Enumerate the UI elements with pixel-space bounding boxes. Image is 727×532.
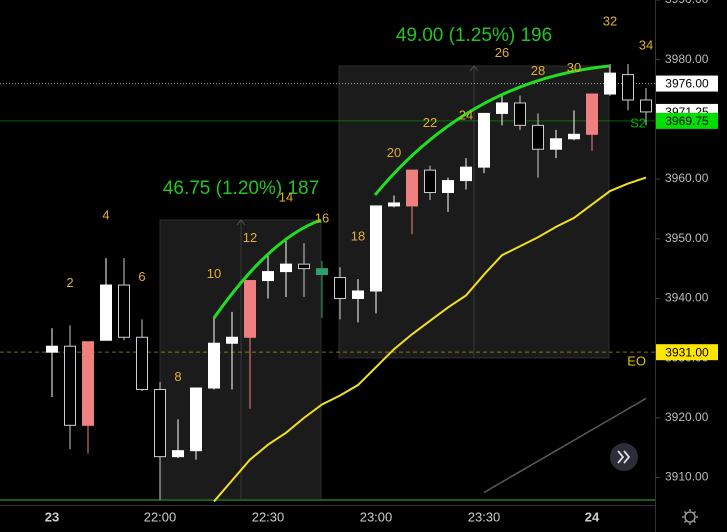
y-tick-label: 3980.00 (665, 52, 709, 66)
measure-arc (212, 218, 322, 319)
candle-body (460, 166, 472, 182)
candle-body (298, 263, 310, 270)
bar-number: 4 (102, 208, 109, 223)
candle-body (190, 387, 202, 452)
gear-icon[interactable] (684, 511, 696, 523)
axes: 3910.003920.003930.003940.003950.003960.… (45, 0, 709, 524)
bar-number: 16 (315, 211, 329, 226)
measure-arc (373, 64, 610, 196)
measure-label: 49.00 (1.25%) 196 (396, 25, 552, 46)
candle-body (352, 290, 364, 299)
price-flag-label: 3969.75 (665, 114, 709, 128)
bar-number: 28 (531, 63, 545, 78)
candle-body (604, 72, 616, 95)
candle-body (280, 263, 292, 273)
price-flag (656, 75, 718, 92)
level-label: S2 (630, 115, 646, 130)
scroll-icon (617, 450, 631, 464)
price-flag (656, 112, 718, 129)
candle-body (532, 124, 544, 150)
y-tick-label: 3910.00 (665, 470, 709, 484)
bar-number: 32 (603, 14, 617, 29)
levels (0, 83, 655, 353)
gear-teeth (682, 509, 698, 525)
bar-number: 22 (423, 115, 437, 130)
candle-body (568, 133, 580, 140)
candle-body (154, 388, 166, 458)
lines (213, 176, 647, 503)
candle-body (514, 102, 526, 126)
bar-number: 12 (243, 230, 257, 245)
x-tick-label: 22:30 (252, 509, 285, 524)
bar-number: 10 (207, 266, 221, 281)
bar-number: 30 (567, 60, 581, 75)
price-flag (656, 344, 718, 361)
candle-body (370, 205, 382, 292)
x-tick-label: 23:30 (468, 509, 501, 524)
candle-body (64, 345, 76, 426)
candle-body (334, 277, 346, 299)
plot-area (0, 64, 655, 503)
candle-body (622, 74, 634, 101)
candles (46, 64, 652, 500)
candle-body (82, 341, 94, 426)
y-tick-label: 3990.00 (665, 0, 709, 6)
x-tick-label: 24 (585, 509, 600, 524)
bar-number: 2 (66, 275, 73, 290)
bar-number: 8 (174, 369, 181, 384)
candle-body (100, 284, 112, 341)
candle-body (118, 284, 130, 338)
candle-body (388, 202, 400, 207)
candle-body (172, 450, 184, 458)
bar-number: 6 (138, 269, 145, 284)
measure-arrow (236, 219, 246, 226)
measure-arrow (469, 65, 479, 72)
bar-number: 20 (387, 145, 401, 160)
candle-body (316, 268, 328, 276)
x-tick-label: 23 (45, 509, 59, 524)
candle-body (46, 345, 58, 353)
x-tick-label: 23:00 (360, 509, 393, 524)
candle-body (226, 336, 238, 344)
measure-label: 46.75 (1.20%) 187 (163, 178, 319, 199)
candle-body (262, 271, 274, 282)
candle-body (550, 138, 562, 150)
bar-number: 24 (459, 108, 473, 123)
candle-body (478, 112, 490, 168)
candle-body (406, 169, 418, 207)
moving-average (213, 176, 647, 503)
candle-body (496, 102, 508, 114)
price-flag-label: 3931.00 (665, 345, 709, 359)
price-flag-label: 3976.00 (665, 77, 709, 91)
candle-body (442, 180, 454, 194)
candle-body (136, 336, 148, 390)
bar-number: 14 (279, 190, 293, 205)
settings[interactable] (682, 509, 698, 525)
y-tick-label: 3960.00 (665, 171, 709, 185)
level-label: EO (627, 354, 646, 369)
scroll-button[interactable] (610, 443, 638, 471)
y-tick-label: 3950.00 (665, 231, 709, 245)
moving-average (483, 397, 647, 494)
y-tick-label: 3940.00 (665, 291, 709, 305)
bar-number: 26 (495, 45, 509, 60)
candle-body (586, 93, 598, 135)
x-tick-label: 22:00 (144, 509, 177, 524)
bar-number: 34 (639, 37, 653, 52)
candle-body (244, 280, 256, 338)
candle-body (208, 342, 220, 389)
y-tick-label: 3920.00 (665, 410, 709, 424)
candle-body (424, 169, 436, 194)
candle-body (640, 99, 652, 113)
bar-number: 18 (351, 229, 365, 244)
